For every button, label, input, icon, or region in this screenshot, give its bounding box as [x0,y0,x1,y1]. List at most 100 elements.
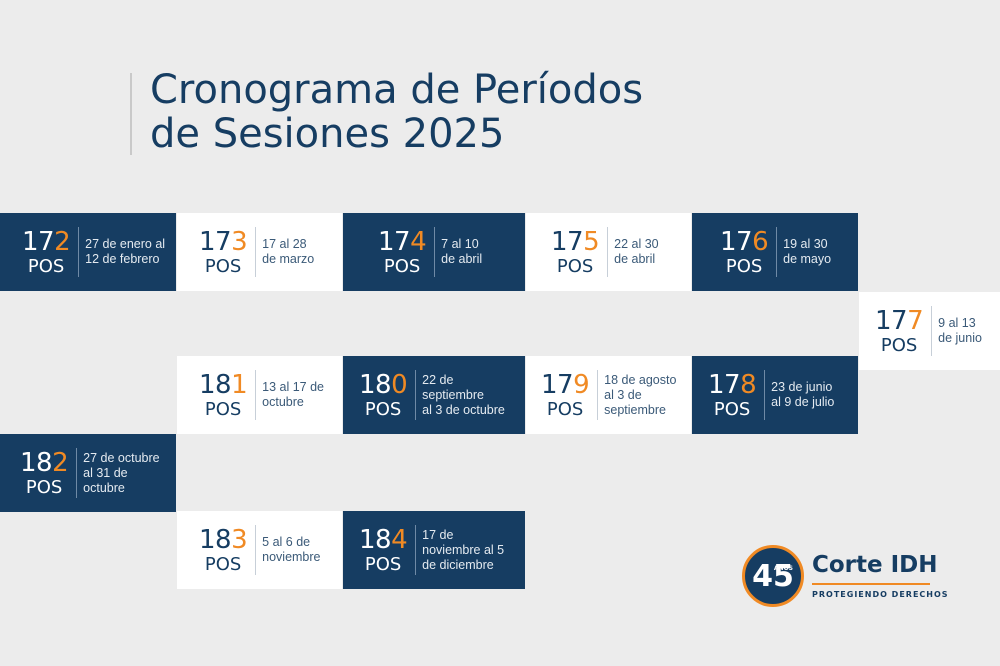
divider [597,370,599,420]
divider [255,525,257,575]
session-dates: 13 al 17 de octubre [262,380,324,409]
anniversary-badge-icon: 45 AÑOS [742,545,804,607]
session-dates: 17 de noviembre al 5 de diciembre [422,527,505,572]
session-number-last-digit: 4 [391,524,408,555]
divider [776,227,778,277]
pos-label: POS [25,476,63,498]
session-card-176: 176 POS 19 al 30 de mayo [692,213,858,291]
session-dates: 22 al 30 de abril [614,237,659,266]
badge-number: 45 [752,558,794,594]
badge-small-text: AÑOS [773,565,793,572]
session-number: 18 [359,524,392,555]
session-dates: 22 de septiembre al 3 de octubre [422,372,505,417]
pos-label: POS [204,255,242,277]
session-code: 172 POS [22,226,71,276]
session-number-last-digit: 7 [907,305,924,336]
pos-label: POS [880,334,918,356]
session-card-173: 173 POS 17 al 28 de marzo [177,213,342,291]
session-dates: 17 al 28 de marzo [262,237,315,266]
pos-label: POS [713,398,751,420]
session-card-183: 183 POS 5 al 6 de noviembre [177,511,342,589]
session-card-181: 181 POS 13 al 17 de octubre [177,356,342,434]
session-number: 18 [199,369,232,400]
session-number: 17 [541,369,574,400]
session-number: 17 [720,226,753,257]
divider [78,227,80,277]
divider [415,525,417,575]
corte-idh-logo: 45 AÑOS Corte IDH PROTEGIENDO DERECHOS [742,545,949,607]
title-line-1: Cronograma de Períodos [150,67,644,113]
session-number-last-digit: 4 [410,226,427,257]
session-number-last-digit: 3 [231,524,248,555]
session-number: 18 [199,524,232,555]
session-number-last-digit: 0 [391,369,408,400]
session-number-last-digit: 8 [740,369,757,400]
session-number: 17 [708,369,741,400]
session-card-179: 179 POS 18 de agosto al 3 de septiembre [526,356,691,434]
session-number: 18 [20,447,53,478]
pos-label: POS [725,255,763,277]
session-card-180: 180 POS 22 de septiembre al 3 de octubre [343,356,525,434]
divider [255,227,257,277]
session-code: 181 POS [199,369,248,419]
session-code: 173 POS [199,226,248,277]
title-line-2: de Sesiones 2025 [150,111,505,157]
session-code: 177 POS [875,305,924,356]
logo-tagline: PROTEGIENDO DERECHOS [812,589,949,599]
session-code: 182 POS [20,447,69,498]
session-number-last-digit: 2 [52,447,69,478]
session-dates: 27 de octubre al 31 de octubre [83,450,160,495]
session-code: 174 POS [378,226,427,277]
pos-label: POS [383,255,421,277]
logo-text: Corte IDH PROTEGIENDO DERECHOS [812,551,949,599]
session-number-last-digit: 2 [54,226,71,257]
session-number: 17 [551,226,584,257]
pos-label: POS [204,553,242,575]
session-card-178: 178 POS 23 de junio al 9 de julio [692,356,858,434]
divider [764,370,766,420]
session-number-last-digit: 5 [583,226,600,257]
session-code: 175 POS [551,226,600,277]
session-number-last-digit: 6 [752,226,769,257]
session-card-184: 184 POS 17 de noviembre al 5 de diciembr… [343,511,525,589]
session-number-last-digit: 9 [573,369,590,400]
session-code: 179 POS [541,369,590,420]
session-code: 184 POS [359,524,408,575]
session-dates: 5 al 6 de noviembre [262,535,321,564]
session-dates: 23 de junio al 9 de julio [771,380,835,409]
pos-label: POS [364,553,402,575]
divider [76,448,78,498]
session-code: 178 POS [708,369,757,420]
session-dates: 7 al 10 de abril [441,237,483,266]
session-card-177: 177 POS 9 al 13 de junio [859,292,1000,370]
session-dates: 19 al 30 de mayo [783,237,832,266]
divider [415,370,417,420]
session-number: 17 [378,226,411,257]
logo-name: Corte IDH [812,551,938,578]
pos-label: POS [546,398,584,420]
session-code: 180 POS [359,369,408,420]
divider [931,306,933,356]
divider [255,370,257,420]
title-accent-bar [130,73,132,155]
session-code: 176 POS [720,226,769,277]
session-number: 17 [22,226,55,257]
pos-label: POS [364,398,402,420]
session-dates: 18 de agosto al 3 de septiembre [604,372,677,417]
session-card-172: 172 POS 27 de enero al 12 de febrero [0,213,176,291]
session-number: 17 [875,305,908,336]
session-number-last-digit: 3 [231,226,248,257]
session-number: 18 [359,369,392,400]
session-number-last-digit: 1 [231,369,248,400]
pos-label: POS [556,255,594,277]
session-card-182: 182 POS 27 de octubre al 31 de octubre [0,434,176,512]
session-code: 183 POS [199,524,248,575]
session-dates: 27 de enero al 12 de febrero [85,237,166,266]
divider [607,227,609,277]
divider [434,227,436,277]
session-dates: 9 al 13 de junio [938,316,982,345]
session-card-174: 174 POS 7 al 10 de abril [343,213,525,291]
session-number: 17 [199,226,232,257]
session-card-175: 175 POS 22 al 30 de abril [526,213,691,291]
logo-divider [812,582,930,585]
